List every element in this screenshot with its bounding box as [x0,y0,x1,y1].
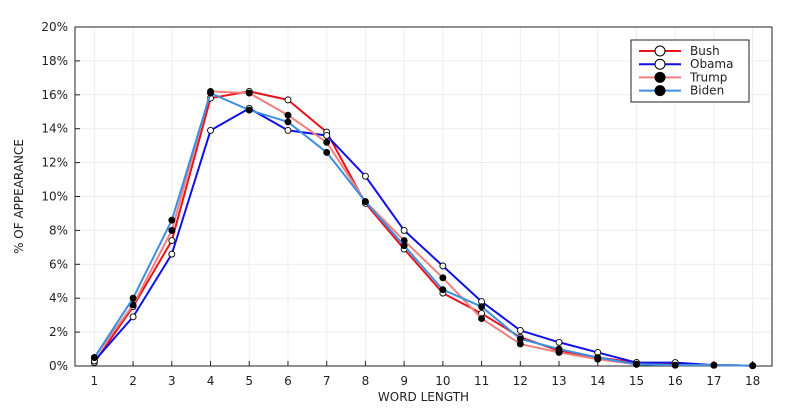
legend-item-bush: Bush [639,44,720,58]
x-tick-label: 9 [400,374,408,388]
data-point-trump [478,315,486,322]
y-tick-label: 4% [49,291,68,305]
data-point-biden [439,286,447,294]
legend-label: Bush [690,44,720,58]
y-axis: 0% 2% 4% 6% 8% 10% 12% 14% 16% 18% 20% [41,20,80,373]
legend-item-obama: Obama [639,57,733,71]
data-point-obama [168,250,176,258]
data-point-biden [671,361,679,369]
series-obama [90,104,757,370]
x-tick-label: 10 [435,374,450,388]
data-point-biden [245,106,253,114]
y-tick-label: 12% [41,156,68,170]
x-tick-label: 15 [629,374,644,388]
data-point-biden [478,303,486,311]
data-point-trump [129,301,137,309]
y-tick-label: 8% [49,223,68,237]
data-point-biden [633,360,640,368]
legend-item-trump: Trump [639,70,727,84]
data-point-bush [168,237,176,245]
data-point-biden [129,294,137,302]
data-point-biden [594,354,602,361]
series-line-bush [93,90,753,367]
data-point-trump [284,111,292,119]
series-biden [90,89,757,370]
x-tick-label: 13 [551,374,566,388]
x-tick-label: 8 [362,374,370,388]
legend-swatch-marker [654,85,666,97]
data-point-biden [168,216,176,224]
data-point-obama [129,313,137,321]
x-tick-label: 12 [513,374,528,388]
data-point-biden [361,198,369,206]
y-tick-label: 14% [41,122,68,136]
legend-swatch-marker [654,45,666,57]
data-point-bush [284,96,292,104]
data-point-obama [439,262,447,270]
legend-label: Trump [689,70,727,84]
data-point-obama [207,126,214,134]
x-tick-label: 2 [129,374,137,388]
data-point-biden [323,148,331,156]
data-point-biden [516,335,524,343]
series-group [90,87,757,370]
legend-label: Biden [690,84,724,98]
legend-label: Obama [690,57,733,71]
data-point-biden [284,118,292,126]
data-point-biden [90,354,98,361]
x-tick-label: 4 [207,374,215,388]
y-tick-label: 0% [49,359,68,373]
data-point-trump [323,138,331,146]
y-tick-label: 18% [41,54,68,68]
series-line-biden [93,92,753,367]
data-point-trump [245,89,253,97]
series-trump [90,87,757,370]
x-tick-label: 17 [706,374,721,388]
y-tick-label: 20% [41,20,68,34]
legend-swatch-marker [654,71,666,83]
y-axis-title: % OF APPEARANCE [12,139,26,254]
legend-item-biden: Biden [639,84,724,98]
data-point-biden [555,345,563,353]
series-line-trump [93,90,753,367]
y-tick-label: 6% [49,257,68,271]
x-tick-label: 16 [668,374,683,388]
data-point-obama [323,132,331,139]
x-tick-label: 18 [745,374,760,388]
x-tick-label: 3 [168,374,176,388]
x-axis: 1 2 3 4 5 6 7 8 9 10 11 12 13 14 15 16 17 18 [91,361,760,388]
data-point-obama [516,326,524,334]
x-tick-label: 6 [284,374,292,388]
x-tick-label: 5 [245,374,253,388]
y-tick-label: 2% [49,325,68,339]
x-axis-title: WORD LENGTH [378,390,469,404]
series-bush [90,87,757,370]
data-point-obama [361,172,369,180]
y-tick-label: 10% [41,190,68,204]
data-point-biden [710,361,718,369]
data-point-biden [207,89,214,97]
y-tick-label: 16% [41,88,68,102]
data-point-trump [439,274,447,282]
x-tick-label: 11 [474,374,489,388]
data-point-biden [400,242,408,250]
series-line-obama [93,107,753,367]
x-tick-label: 1 [91,374,99,388]
data-point-obama [284,126,292,134]
data-point-trump [168,226,176,234]
x-tick-label: 7 [323,374,331,388]
data-point-biden [749,362,757,370]
data-point-obama [555,338,563,346]
data-point-obama [400,226,408,234]
x-tick-label: 14 [590,374,605,388]
legend-swatch-marker [654,58,666,70]
